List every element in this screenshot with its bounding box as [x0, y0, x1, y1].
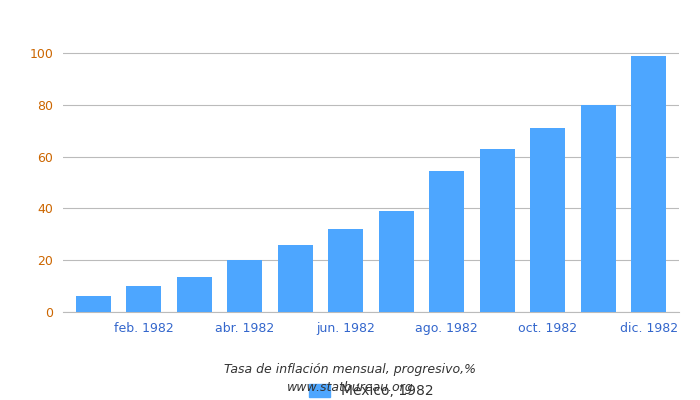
Bar: [126, 286, 162, 312]
Bar: [328, 229, 363, 312]
Bar: [176, 277, 212, 312]
Bar: [631, 56, 666, 312]
Bar: [429, 171, 464, 312]
Bar: [379, 211, 414, 312]
Bar: [76, 296, 111, 312]
Bar: [580, 105, 616, 312]
Bar: [530, 128, 566, 312]
Bar: [480, 149, 515, 312]
Bar: [227, 260, 262, 312]
Text: www.statbureau.org: www.statbureau.org: [287, 382, 413, 394]
Bar: [278, 245, 313, 312]
Text: Tasa de inflación mensual, progresivo,%: Tasa de inflación mensual, progresivo,%: [224, 364, 476, 376]
Legend: México, 1982: México, 1982: [303, 379, 439, 400]
